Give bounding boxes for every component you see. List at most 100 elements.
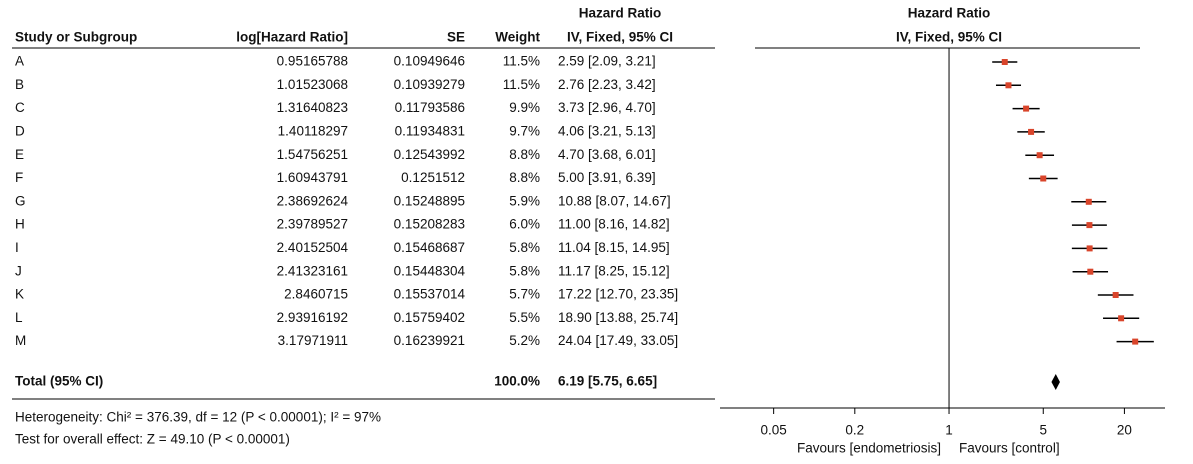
- weight: 5.7%: [509, 287, 540, 302]
- log-hr: 2.40152504: [277, 240, 349, 255]
- point-estimate: [1005, 82, 1012, 89]
- header: SE: [447, 30, 465, 45]
- x-tick-label: 0.05: [761, 423, 787, 438]
- point-estimate: [1132, 338, 1139, 345]
- weight: 5.5%: [509, 310, 540, 325]
- se: 0.12543992: [394, 147, 465, 162]
- weight: 9.9%: [509, 100, 540, 115]
- weight: 11.5%: [503, 54, 540, 69]
- x-tick-label: 0.2: [845, 423, 864, 438]
- point-estimate: [1085, 198, 1092, 205]
- point-estimate: [1001, 59, 1008, 65]
- header: Hazard Ratio: [908, 6, 991, 21]
- ci-label: 17.22 [12.70, 23.35]: [558, 287, 678, 302]
- point-estimate: [1086, 245, 1093, 252]
- study-name: I: [15, 240, 19, 255]
- study-name: A: [15, 54, 24, 69]
- weight: 6.0%: [509, 217, 540, 232]
- se: 0.15759402: [394, 310, 465, 325]
- ci-label: 5.00 [3.91, 6.39]: [558, 170, 656, 185]
- se: 0.10949646: [394, 54, 465, 69]
- weight: 5.9%: [509, 193, 540, 208]
- se: 0.1251512: [401, 170, 465, 185]
- se: 0.16239921: [394, 333, 465, 348]
- point-estimate: [1036, 152, 1043, 159]
- weight: 9.7%: [509, 123, 540, 138]
- ci-label: 11.00 [8.16, 14.82]: [558, 217, 670, 232]
- study-name: E: [15, 147, 24, 162]
- ci-label: 2.59 [2.09, 3.21]: [558, 54, 656, 69]
- log-hr: 1.54756251: [277, 147, 348, 162]
- ci-label: 18.90 [13.88, 25.74]: [558, 310, 678, 325]
- se: 0.10939279: [394, 77, 465, 92]
- heterogeneity: Heterogeneity: Chi² = 376.39, df = 12 (P…: [15, 410, 381, 425]
- total-diamond: [1051, 374, 1060, 390]
- log-hr: 1.60943791: [277, 170, 348, 185]
- se: 0.15468687: [394, 240, 465, 255]
- weight: 5.2%: [509, 333, 540, 348]
- point-estimate: [1040, 175, 1047, 182]
- study-name: H: [15, 217, 25, 232]
- log-hr: 2.93916192: [277, 310, 348, 325]
- log-hr: 0.95165788: [277, 54, 348, 69]
- se: 0.15448304: [394, 263, 466, 278]
- study-name: M: [15, 333, 26, 348]
- header: log[Hazard Ratio]: [236, 30, 348, 45]
- se: 0.15537014: [394, 287, 466, 302]
- log-hr: 2.8460715: [284, 287, 348, 302]
- se: 0.11934831: [395, 123, 465, 138]
- study-name: D: [15, 123, 25, 138]
- log-hr: 2.41323161: [277, 263, 348, 278]
- log-hr: 1.40118297: [278, 123, 348, 138]
- ci-label: 24.04 [17.49, 33.05]: [558, 333, 678, 348]
- study-name: C: [15, 100, 25, 115]
- ci-label: 11.17 [8.25, 15.12]: [558, 263, 670, 278]
- weight: 8.8%: [509, 170, 540, 185]
- study-name: K: [15, 287, 24, 302]
- ci-label: 4.06 [3.21, 5.13]: [558, 123, 656, 138]
- weight: 5.8%: [509, 263, 540, 278]
- ci-label: 4.70 [3.68, 6.01]: [558, 147, 656, 162]
- ci-label: 10.88 [8.07, 14.67]: [558, 193, 671, 208]
- log-hr: 2.38692624: [277, 193, 349, 208]
- point-estimate: [1118, 315, 1125, 322]
- x-tick-label: 1: [945, 423, 953, 438]
- log-hr: 3.17971911: [278, 333, 348, 348]
- header: IV, Fixed, 95% CI: [567, 30, 673, 45]
- study-name: J: [15, 263, 22, 278]
- x-tick-label: 20: [1117, 423, 1132, 438]
- favours-left: Favours [endometriosis]: [797, 441, 941, 456]
- x-tick-label: 5: [1039, 423, 1047, 438]
- weight: 11.5%: [503, 77, 540, 92]
- total-name: Total (95% CI): [15, 374, 103, 389]
- overall-effect: Test for overall effect: Z = 49.10 (P < …: [15, 432, 290, 447]
- total-ci: 6.19 [5.75, 6.65]: [558, 374, 657, 389]
- point-estimate: [1112, 292, 1119, 298]
- ci-label: 3.73 [2.96, 4.70]: [558, 100, 656, 115]
- favours-right: Favours [control]: [959, 441, 1060, 456]
- header: Hazard Ratio: [579, 6, 662, 21]
- study-name: B: [15, 77, 24, 92]
- point-estimate: [1087, 268, 1094, 275]
- weight: 5.8%: [509, 240, 540, 255]
- point-estimate: [1028, 128, 1035, 135]
- se: 0.11793586: [395, 100, 465, 115]
- header: Study or Subgroup: [15, 30, 137, 45]
- header: Weight: [495, 30, 540, 45]
- study-name: G: [15, 193, 26, 208]
- header: IV, Fixed, 95% CI: [896, 30, 1002, 45]
- weight: 8.8%: [509, 147, 540, 162]
- ci-label: 2.76 [2.23, 3.42]: [558, 77, 656, 92]
- study-name: F: [15, 170, 23, 185]
- log-hr: 2.39789527: [277, 217, 348, 232]
- point-estimate: [1023, 105, 1030, 112]
- study-name: L: [15, 310, 23, 325]
- log-hr: 1.31640823: [277, 100, 348, 115]
- total-weight: 100.0%: [494, 374, 540, 389]
- log-hr: 1.01523068: [277, 77, 348, 92]
- se: 0.15248895: [394, 193, 465, 208]
- ci-label: 11.04 [8.15, 14.95]: [558, 240, 670, 255]
- se: 0.15208283: [394, 217, 465, 232]
- point-estimate: [1086, 222, 1093, 229]
